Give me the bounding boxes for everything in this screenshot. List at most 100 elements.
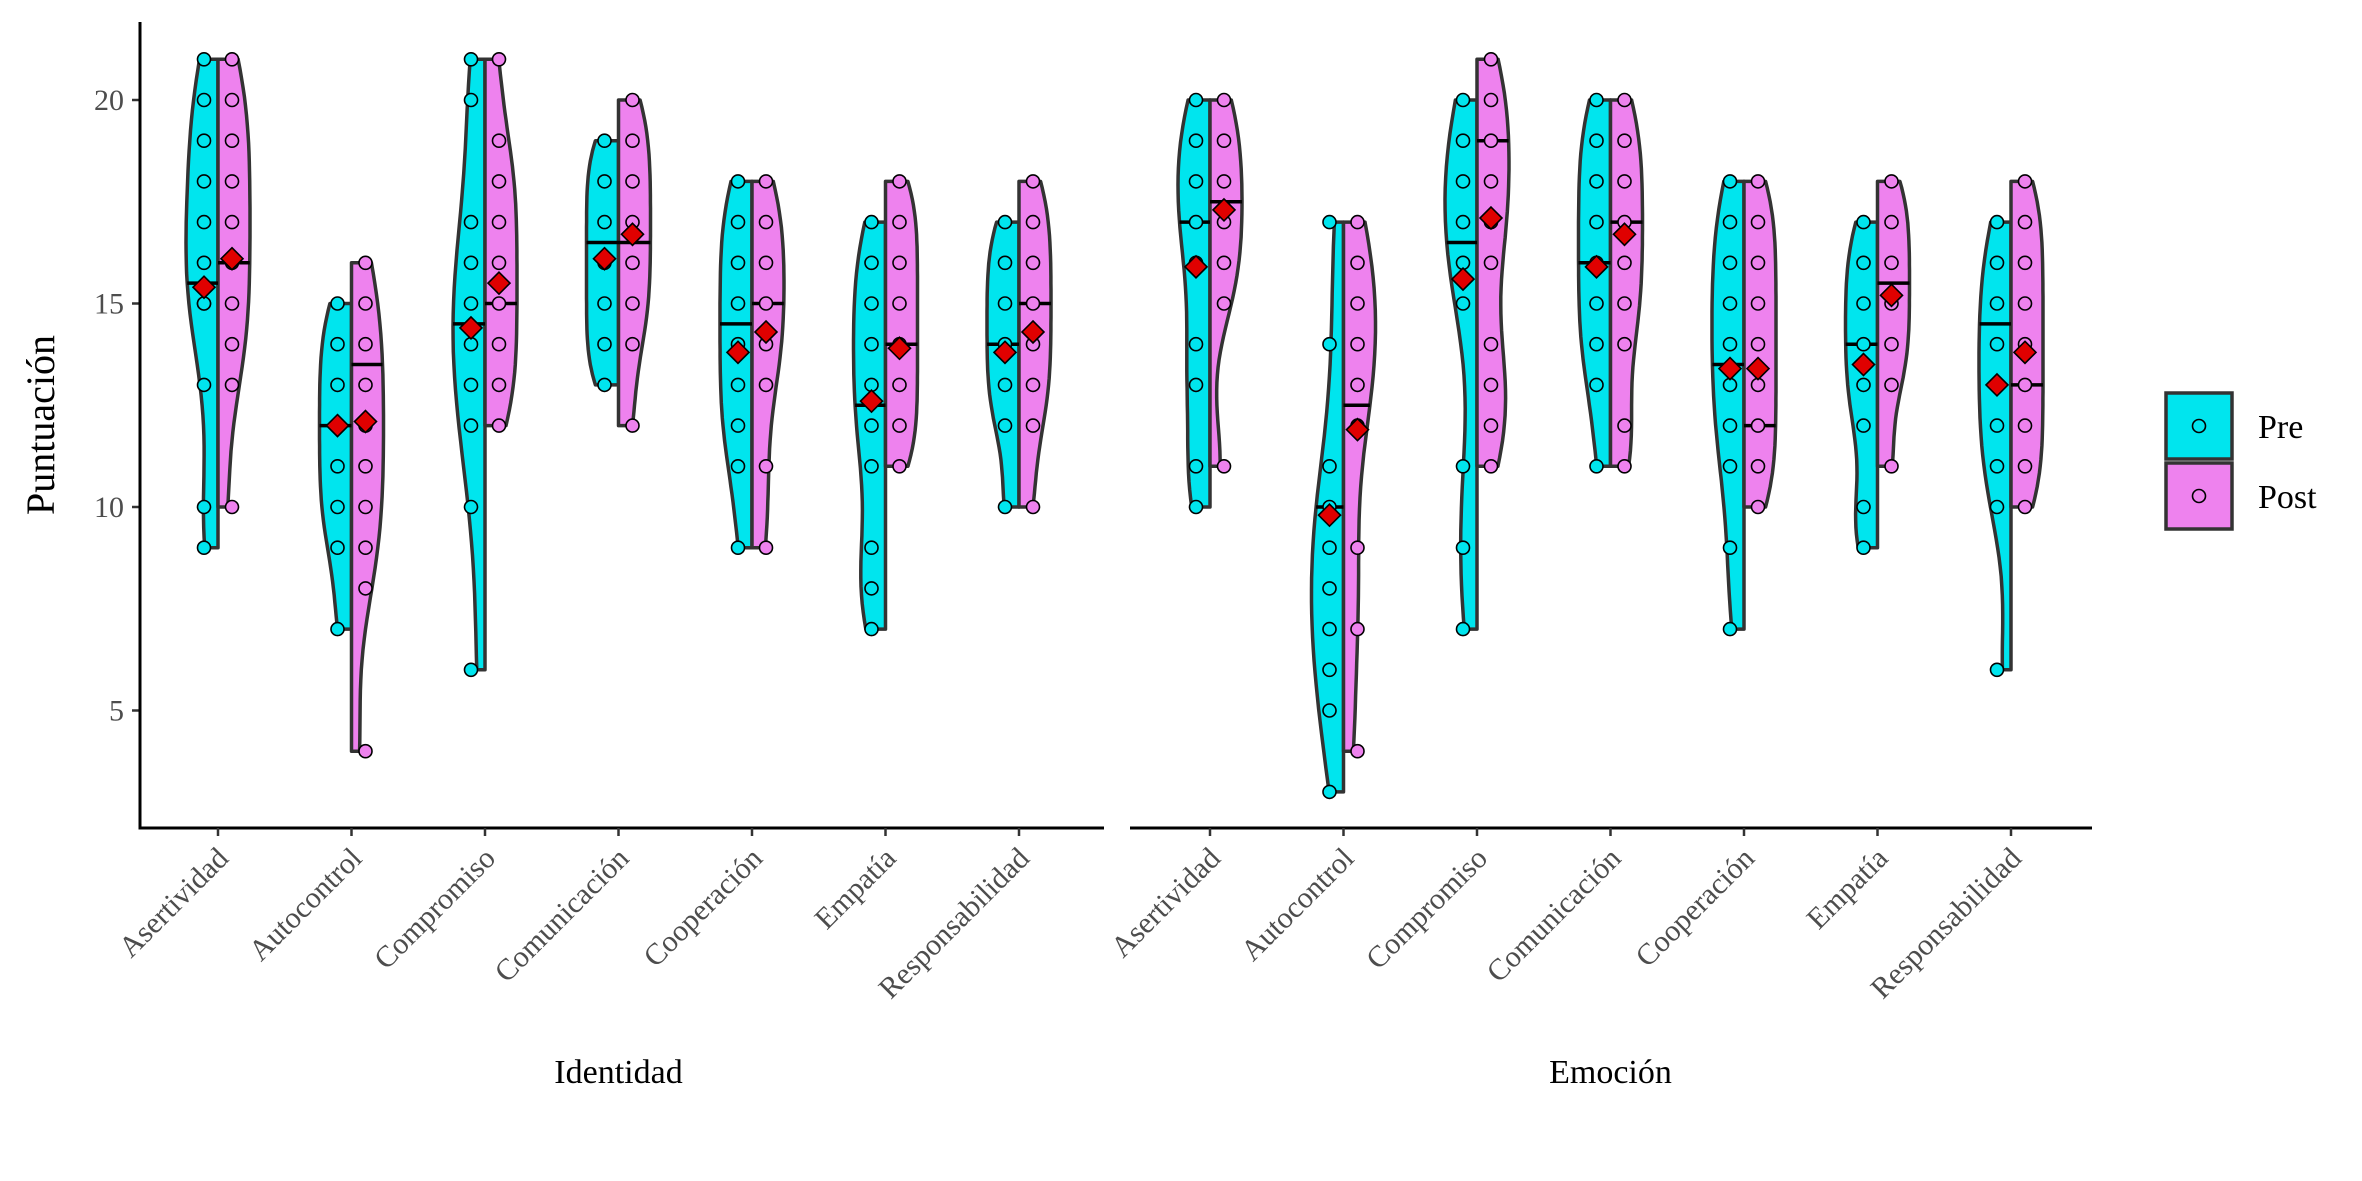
data-point-post bbox=[1350, 540, 1365, 556]
data-point-pre bbox=[1188, 174, 1204, 189]
data-point-post bbox=[1025, 499, 1041, 515]
violin-group bbox=[317, 255, 386, 759]
data-point-post bbox=[2017, 377, 2033, 393]
mean-marker-post bbox=[1745, 356, 1771, 381]
data-point-post bbox=[892, 214, 907, 230]
data-point-pre bbox=[864, 296, 879, 311]
data-point-post bbox=[1025, 296, 1041, 311]
data-point-post bbox=[1216, 133, 1232, 148]
data-point-pre bbox=[196, 499, 212, 515]
violin-pre bbox=[1176, 98, 1212, 509]
data-point-post bbox=[1617, 458, 1632, 474]
data-point-post bbox=[625, 296, 640, 311]
data-point-pre bbox=[1589, 458, 1604, 474]
violin-post bbox=[483, 57, 519, 428]
data-point-post bbox=[1483, 255, 1499, 271]
data-point-pre bbox=[330, 458, 345, 474]
data-point-post bbox=[892, 377, 907, 393]
violin-group bbox=[1443, 51, 1511, 637]
mean-marker-post bbox=[2012, 340, 2038, 365]
data-point-pre bbox=[463, 92, 479, 108]
data-point-post bbox=[1750, 336, 1766, 352]
mean-marker-post bbox=[620, 222, 645, 247]
data-point-post bbox=[1617, 174, 1632, 189]
data-point-pre bbox=[1856, 418, 1871, 433]
data-point-post bbox=[1216, 92, 1232, 108]
data-point-post bbox=[358, 540, 373, 556]
data-point-pre bbox=[597, 296, 612, 311]
data-point-post bbox=[1884, 214, 1899, 230]
data-point-pre bbox=[1989, 214, 2005, 230]
data-point-post bbox=[224, 336, 240, 352]
data-point-post bbox=[491, 214, 507, 230]
data-point-pre bbox=[730, 540, 746, 556]
data-point-pre bbox=[1455, 174, 1471, 189]
data-point-pre bbox=[1322, 458, 1337, 474]
mean-marker-pre bbox=[1317, 503, 1342, 528]
panel-label: Emoción bbox=[1549, 1054, 1672, 1091]
legend-key-point bbox=[2191, 418, 2207, 434]
data-point-pre bbox=[864, 540, 879, 556]
data-point-post bbox=[2017, 174, 2033, 189]
data-point-pre bbox=[1589, 214, 1604, 230]
data-point-post bbox=[758, 540, 774, 556]
mean-marker-post bbox=[887, 336, 912, 361]
data-point-pre bbox=[997, 499, 1013, 515]
data-point-pre bbox=[1322, 336, 1337, 352]
data-point-pre bbox=[1722, 621, 1738, 637]
data-point-post bbox=[892, 255, 907, 271]
data-point-post bbox=[625, 255, 640, 271]
violin-pre bbox=[1977, 220, 2013, 672]
mean-marker-pre bbox=[992, 340, 1018, 365]
data-point-post bbox=[224, 92, 240, 108]
data-point-pre bbox=[1989, 296, 2005, 311]
data-point-post bbox=[358, 499, 373, 515]
data-point-post bbox=[491, 296, 507, 311]
data-point-pre bbox=[1322, 703, 1337, 718]
data-point-post bbox=[1750, 255, 1766, 271]
data-point-pre bbox=[196, 133, 212, 148]
data-point-pre bbox=[1856, 214, 1871, 230]
data-point-post bbox=[1617, 418, 1632, 433]
violin-post bbox=[750, 179, 786, 550]
data-point-pre bbox=[1989, 662, 2005, 678]
data-point-post bbox=[1025, 377, 1041, 393]
data-point-pre bbox=[1989, 336, 2005, 352]
data-point-pre bbox=[1722, 174, 1738, 189]
data-point-pre bbox=[1589, 377, 1604, 393]
mean-marker-post bbox=[486, 271, 512, 296]
data-point-pre bbox=[196, 92, 212, 108]
y-tick-label: 5 bbox=[109, 695, 124, 728]
data-point-pre bbox=[730, 418, 746, 433]
mean-marker-pre bbox=[1450, 266, 1476, 292]
data-point-pre bbox=[1589, 174, 1604, 189]
data-point-post bbox=[491, 133, 507, 148]
data-point-pre bbox=[1322, 784, 1337, 800]
legend-label-pre: Pre bbox=[2258, 409, 2303, 446]
data-point-post bbox=[892, 418, 907, 433]
data-point-pre bbox=[330, 336, 345, 352]
violin-group bbox=[451, 51, 519, 678]
data-point-pre bbox=[1322, 214, 1337, 230]
mean-marker-pre bbox=[1984, 372, 2010, 398]
data-point-pre bbox=[1188, 458, 1204, 474]
data-point-pre bbox=[330, 621, 345, 637]
data-point-post bbox=[224, 377, 240, 393]
data-point-post bbox=[358, 377, 373, 393]
data-point-post bbox=[1025, 418, 1041, 433]
data-point-post bbox=[1483, 133, 1499, 148]
data-point-pre bbox=[1856, 540, 1871, 556]
data-point-post bbox=[1483, 458, 1499, 474]
data-point-post bbox=[1350, 743, 1365, 759]
data-point-pre bbox=[864, 214, 879, 230]
legend-key-point bbox=[2191, 488, 2207, 504]
data-point-post bbox=[1884, 458, 1899, 474]
violin-pre bbox=[1576, 98, 1613, 469]
violin-group bbox=[1977, 174, 2045, 678]
data-point-post bbox=[1350, 377, 1365, 393]
data-point-pre bbox=[463, 499, 479, 515]
data-point-post bbox=[358, 296, 373, 311]
data-point-post bbox=[491, 174, 507, 189]
violin-post bbox=[1341, 220, 1378, 753]
data-point-post bbox=[758, 377, 774, 393]
